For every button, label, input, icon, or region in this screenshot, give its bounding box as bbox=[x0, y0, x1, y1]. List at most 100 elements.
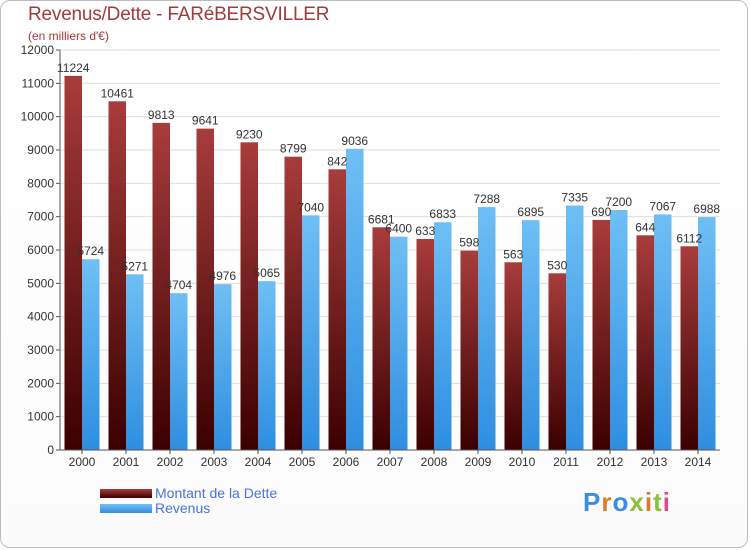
bar-revenue bbox=[258, 281, 276, 450]
bar-revenue bbox=[478, 207, 496, 450]
chart-subtitle: (en milliers d'€) bbox=[28, 29, 109, 43]
logo-letter: t bbox=[653, 487, 663, 517]
y-tick-label: 6000 bbox=[27, 243, 54, 257]
bar-debt bbox=[504, 262, 522, 450]
x-tick-label: 2006 bbox=[333, 455, 360, 469]
x-tick-label: 2011 bbox=[553, 455, 579, 469]
bar-debt bbox=[592, 219, 610, 450]
data-label-revenue: 7200 bbox=[605, 195, 632, 209]
bar-revenue bbox=[170, 293, 188, 450]
y-tick-label: 0 bbox=[47, 443, 54, 457]
bar-debt bbox=[416, 238, 434, 450]
y-tick-label: 10000 bbox=[21, 110, 55, 124]
data-label-revenue: 4704 bbox=[165, 278, 192, 292]
bar-revenue bbox=[214, 284, 232, 450]
x-tick-label: 2009 bbox=[465, 455, 492, 469]
data-label-revenue: 4976 bbox=[209, 269, 236, 283]
bar-debt bbox=[64, 75, 82, 450]
data-label-debt: 530 bbox=[547, 258, 567, 272]
y-tick-label: 11000 bbox=[22, 76, 55, 90]
legend-swatch-revenue bbox=[100, 504, 152, 513]
data-label-revenue: 6400 bbox=[385, 222, 412, 236]
data-label-debt: 690 bbox=[591, 205, 611, 219]
bar-revenue bbox=[346, 148, 364, 451]
bar-revenue bbox=[522, 220, 540, 450]
data-label-revenue: 5724 bbox=[77, 244, 104, 258]
x-tick-label: 2014 bbox=[685, 455, 712, 469]
y-tick-label: 3000 bbox=[27, 343, 54, 357]
x-tick-label: 2012 bbox=[597, 455, 624, 469]
logo-letter: r bbox=[601, 487, 613, 517]
x-tick-label: 2001 bbox=[113, 455, 140, 469]
data-label-debt: 6681 bbox=[368, 212, 395, 226]
bar-debt bbox=[680, 246, 698, 450]
data-label-debt: 563 bbox=[503, 247, 523, 261]
data-label-debt: 644 bbox=[635, 220, 655, 234]
y-tick-label: 8000 bbox=[27, 176, 54, 190]
x-tick-label: 2004 bbox=[245, 455, 272, 469]
x-tick-label: 2007 bbox=[377, 455, 404, 469]
legend-swatch-debt bbox=[100, 489, 152, 498]
x-tick-label: 2013 bbox=[641, 455, 668, 469]
logo-letter: i bbox=[662, 487, 671, 517]
data-label-debt: 10461 bbox=[101, 86, 135, 100]
x-tick-label: 2005 bbox=[289, 455, 316, 469]
bar-debt bbox=[152, 122, 170, 451]
bar-debt bbox=[548, 273, 566, 450]
y-tick-label: 4000 bbox=[27, 310, 54, 324]
bar-debt bbox=[328, 169, 346, 451]
data-label-debt: 598 bbox=[459, 236, 479, 250]
data-label-debt: 9230 bbox=[236, 127, 263, 141]
x-tick-label: 2000 bbox=[69, 455, 96, 469]
y-tick-label: 9000 bbox=[27, 143, 54, 157]
bar-debt bbox=[460, 250, 478, 450]
data-label-revenue: 6895 bbox=[517, 205, 544, 219]
bar-revenue bbox=[302, 215, 320, 450]
y-tick-label: 1000 bbox=[27, 410, 54, 424]
bar-revenue bbox=[610, 210, 628, 450]
chart-title: Revenus/Dette - FARéBERSVILLER bbox=[28, 4, 330, 25]
bar-debt bbox=[240, 142, 258, 451]
bar-revenue bbox=[390, 236, 408, 450]
data-label-debt: 9641 bbox=[192, 114, 219, 128]
data-label-revenue: 7288 bbox=[473, 192, 500, 206]
proxiti-logo: Proxiti bbox=[583, 487, 671, 518]
logo-letter: i bbox=[644, 487, 654, 517]
bar-revenue bbox=[698, 217, 716, 450]
legend-label-revenue: Revenus bbox=[155, 500, 211, 516]
bar-debt bbox=[284, 156, 302, 450]
data-label-debt: 842 bbox=[327, 154, 347, 168]
y-tick-label: 2000 bbox=[27, 376, 54, 390]
data-label-revenue: 5271 bbox=[121, 259, 148, 273]
legend-label-debt: Montant de la Dette bbox=[155, 485, 278, 501]
data-label-debt: 11224 bbox=[57, 61, 90, 75]
x-tick-label: 2008 bbox=[421, 455, 448, 469]
bar-revenue bbox=[654, 214, 672, 450]
bar-revenue bbox=[126, 274, 144, 450]
logo-letter: o bbox=[612, 487, 630, 517]
data-label-revenue: 9036 bbox=[341, 134, 368, 148]
bar-revenue bbox=[434, 222, 452, 450]
data-label-revenue: 6833 bbox=[429, 207, 456, 221]
bar-debt bbox=[372, 227, 390, 450]
data-label-revenue: 6988 bbox=[693, 202, 720, 216]
data-label-debt: 8799 bbox=[280, 142, 307, 156]
data-label-debt: 633 bbox=[415, 224, 435, 238]
bar-debt bbox=[108, 101, 126, 451]
data-label-revenue: 5065 bbox=[253, 266, 280, 280]
data-label-revenue: 7335 bbox=[561, 191, 588, 205]
bar-debt bbox=[196, 128, 214, 450]
y-tick-label: 5000 bbox=[27, 276, 54, 290]
x-tick-label: 2003 bbox=[201, 455, 228, 469]
y-tick-label: 12000 bbox=[21, 43, 55, 57]
x-tick-label: 2010 bbox=[509, 455, 536, 469]
bar-revenue bbox=[82, 259, 100, 450]
data-label-debt: 6112 bbox=[676, 231, 702, 245]
data-label-revenue: 7067 bbox=[649, 199, 676, 213]
x-tick-label: 2002 bbox=[157, 455, 184, 469]
bar-revenue bbox=[566, 205, 584, 450]
logo-letter: P bbox=[583, 487, 602, 517]
y-tick-label: 7000 bbox=[27, 210, 54, 224]
data-label-debt: 9813 bbox=[148, 108, 175, 122]
